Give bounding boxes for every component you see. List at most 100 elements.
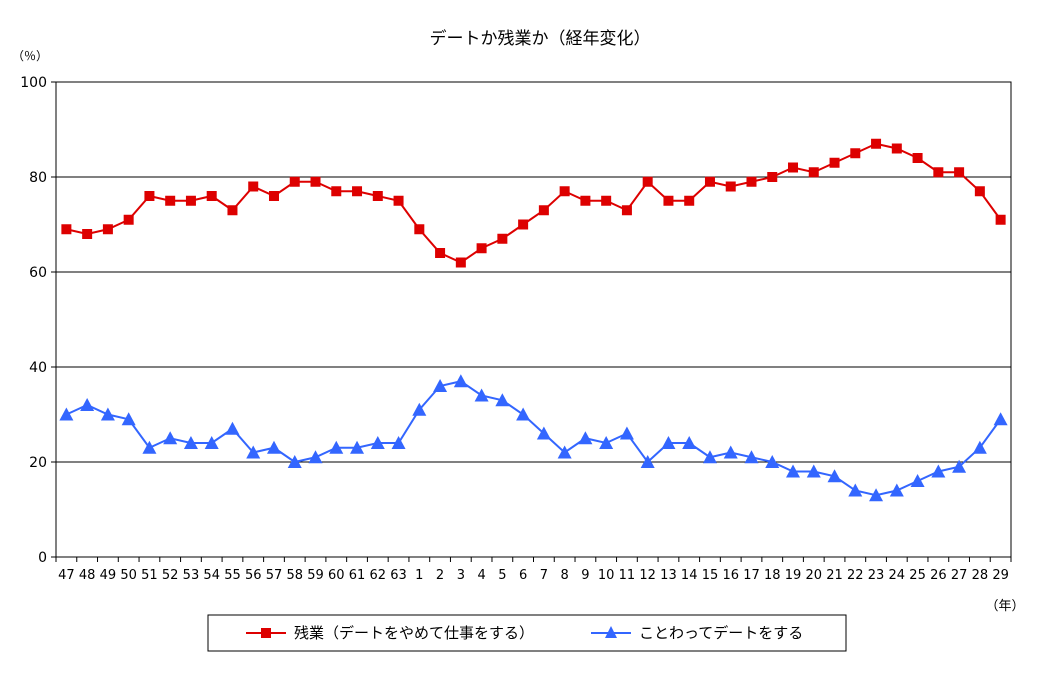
y-tick-label-100: 100 (20, 75, 47, 91)
series-1-point-57 (268, 191, 279, 201)
series-2-point-58 (287, 455, 302, 468)
x-tick-label-16: 16 (722, 568, 739, 583)
series-2-point-6 (516, 407, 531, 421)
series-2-point-51 (142, 440, 157, 454)
series-2-point-62 (370, 436, 385, 449)
series-2-point-52 (163, 431, 178, 445)
series-2-point-63 (391, 436, 406, 449)
series-2-point-57 (266, 440, 281, 454)
x-tick-label-51: 51 (141, 568, 158, 583)
x-tick-label-21: 21 (826, 568, 843, 583)
x-tick-label-56: 56 (245, 568, 262, 583)
series-2-point-21 (827, 469, 842, 483)
series-2-point-8 (557, 445, 572, 459)
x-tick-label-7: 7 (540, 568, 548, 583)
x-tick-label-28: 28 (972, 568, 989, 583)
series-2-point-22 (848, 483, 863, 497)
x-tick-label-55: 55 (224, 568, 241, 583)
series-1-point-14 (684, 195, 695, 206)
series-1-point-20 (808, 167, 819, 178)
series-1-point-23 (871, 138, 882, 149)
series-1-point-47 (61, 224, 72, 235)
x-tick-label-63: 63 (390, 568, 407, 583)
series-2-point-27 (952, 459, 967, 473)
series-1-point-16 (725, 181, 736, 192)
x-tick-label-50: 50 (120, 568, 137, 583)
series-1-point-24 (891, 143, 902, 154)
x-tick-label-23: 23 (868, 568, 885, 583)
x-tick-label-13: 13 (660, 568, 677, 583)
series-2-point-23 (869, 488, 884, 502)
series-1-point-10 (601, 195, 612, 206)
x-tick-label-6: 6 (519, 568, 527, 583)
series-2-point-9 (578, 431, 593, 445)
chart-title: デートか残業か（経年変化） (430, 28, 651, 49)
series-2-point-17 (744, 450, 759, 464)
x-tick-label-52: 52 (162, 568, 179, 583)
legend-label-series-1: 残業（デートをやめて仕事をする） (294, 624, 534, 642)
series-line-2 (65, 380, 1002, 497)
x-tick-label-20: 20 (805, 568, 822, 583)
x-tick-label-54: 54 (203, 568, 220, 583)
x-tick-label-26: 26 (930, 568, 947, 583)
series-2-point-54 (204, 436, 219, 449)
x-tick-label-47: 47 (58, 568, 75, 583)
series-2-point-13 (661, 436, 676, 449)
gridlines (56, 176, 1011, 463)
series-2-point-18 (765, 455, 780, 468)
series-2-point-50 (121, 412, 136, 426)
series-2-point-61 (350, 440, 365, 454)
x-tick-label-59: 59 (307, 568, 324, 583)
x-tick-label-1: 1 (415, 568, 423, 583)
series-1-point-63 (393, 195, 404, 206)
x-axis-unit: （年） (985, 599, 1024, 614)
series-1-point-15 (704, 176, 715, 187)
x-tick-label-4: 4 (477, 568, 485, 583)
x-tick-label-3: 3 (457, 568, 465, 583)
series-1-point-3 (455, 257, 466, 268)
series-1-point-8 (559, 186, 570, 197)
x-tick-label-2: 2 (436, 568, 444, 583)
x-tick-label-49: 49 (100, 568, 117, 583)
series-2-point-55 (225, 421, 240, 435)
series-1-point-50 (123, 214, 134, 225)
series-line-1 (66, 142, 1002, 264)
x-tick-label-58: 58 (286, 568, 303, 583)
series-1-point-59 (310, 176, 321, 187)
series-2-point-60 (329, 440, 344, 454)
series-2-point-20 (806, 464, 821, 478)
series-2-point-53 (183, 436, 198, 449)
plot-area-border (55, 81, 1012, 558)
series-2-point-56 (246, 445, 261, 459)
series-2-point-10 (599, 436, 614, 449)
series-1-point-55 (227, 205, 238, 216)
series-1-point-5 (497, 233, 508, 244)
series-2-point-3 (453, 374, 468, 388)
series-1-point-2 (435, 248, 446, 258)
series-2-point-19 (786, 464, 801, 478)
series-2-point-4 (474, 388, 489, 402)
series-1-point-25 (912, 153, 923, 163)
legend-marker-series-1 (261, 628, 271, 638)
series-1-point-11 (621, 205, 632, 216)
x-tick-label-48: 48 (79, 568, 96, 583)
x-tick-label-14: 14 (681, 568, 698, 583)
series-2-point-49 (100, 407, 115, 421)
series-1-point-26 (933, 167, 944, 178)
legend-marker-series-2 (605, 626, 617, 638)
y-tick-label-0: 0 (38, 550, 47, 566)
x-tick-label-29: 29 (992, 568, 1009, 583)
series-1-point-54 (206, 191, 217, 201)
series-1-point-21 (829, 157, 840, 168)
series-1-point-53 (185, 195, 196, 206)
series-1-point-27 (954, 167, 965, 178)
series-2-point-59 (308, 450, 323, 464)
series-1-point-58 (289, 176, 300, 187)
series-2-point-12 (640, 455, 655, 468)
legend-box (207, 614, 847, 652)
series-1-point-29 (995, 214, 1006, 225)
y-tick-label-60: 60 (29, 265, 47, 281)
x-tick-label-11: 11 (619, 568, 636, 583)
x-tick-label-27: 27 (951, 568, 968, 583)
